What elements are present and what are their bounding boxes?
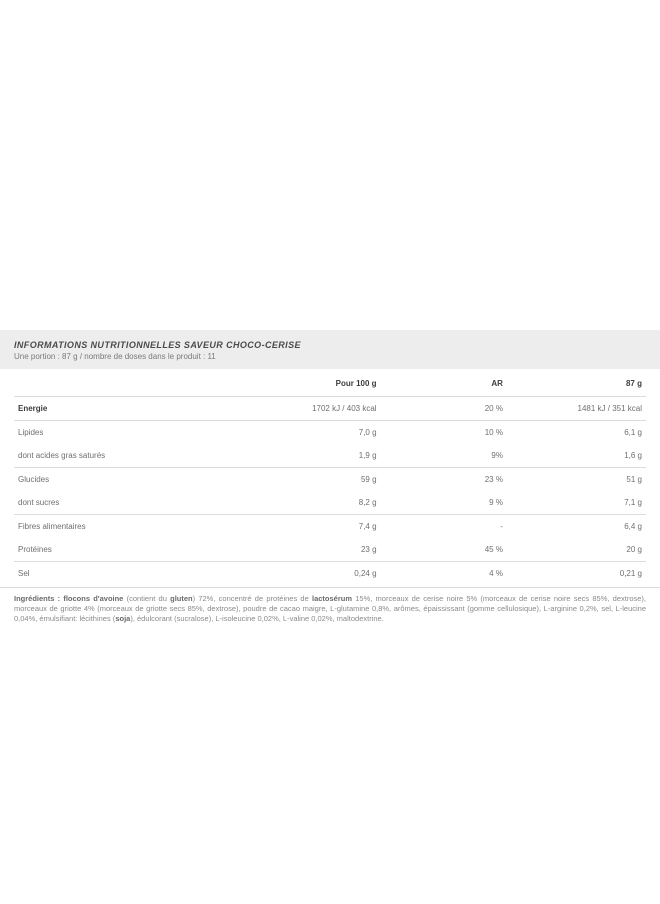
row-ar: 45 % (381, 538, 507, 562)
row-label: Protéines (14, 538, 242, 562)
table-row: Protéines23 g45 %20 g (14, 538, 646, 562)
nutrition-table: Pour 100 g AR 87 g Energie1702 kJ / 403 … (14, 369, 646, 585)
row-per100: 0,24 g (242, 562, 381, 586)
row-ar: - (381, 515, 507, 539)
row-per100: 7,4 g (242, 515, 381, 539)
top-whitespace (0, 0, 660, 330)
row-label: Fibres alimentaires (14, 515, 242, 539)
row-ar: 9 % (381, 491, 507, 515)
ingredients-section: Ingrédients : flocons d'avoine (contient… (0, 587, 660, 624)
nutrition-subtitle: Une portion : 87 g / nombre de doses dan… (14, 352, 646, 361)
table-row: Lipides7,0 g10 %6,1 g (14, 421, 646, 445)
nutrition-header: INFORMATIONS NUTRITIONNELLES SAVEUR CHOC… (0, 330, 660, 369)
allergen-gluten: gluten (170, 594, 193, 603)
table-row: Energie1702 kJ / 403 kcal20 %1481 kJ / 3… (14, 397, 646, 421)
allergen-soja: soja (115, 614, 130, 623)
row-per100: 1702 kJ / 403 kcal (242, 397, 381, 421)
table-header-row: Pour 100 g AR 87 g (14, 369, 646, 397)
nutrition-table-wrap: Pour 100 g AR 87 g Energie1702 kJ / 403 … (0, 369, 660, 585)
row-label: Sel (14, 562, 242, 586)
row-per87: 7,1 g (507, 491, 646, 515)
allergen-lactoserum: lactosérum (312, 594, 352, 603)
table-row: Sel0,24 g4 %0,21 g (14, 562, 646, 586)
col-header-ar: AR (381, 369, 507, 397)
row-per87: 51 g (507, 468, 646, 492)
col-header-per87: 87 g (507, 369, 646, 397)
row-ar: 20 % (381, 397, 507, 421)
row-per100: 7,0 g (242, 421, 381, 445)
table-row: Glucides59 g23 %51 g (14, 468, 646, 492)
row-label: Energie (14, 397, 242, 421)
row-label: dont sucres (14, 491, 242, 515)
ingredients-text: Ingrédients : flocons d'avoine (contient… (14, 594, 646, 624)
row-per87: 6,4 g (507, 515, 646, 539)
row-per87: 20 g (507, 538, 646, 562)
row-per100: 1,9 g (242, 444, 381, 468)
row-label: dont acides gras saturés (14, 444, 242, 468)
row-ar: 9% (381, 444, 507, 468)
nutrition-title: INFORMATIONS NUTRITIONNELLES SAVEUR CHOC… (14, 340, 646, 350)
row-ar: 4 % (381, 562, 507, 586)
table-row: dont sucres8,2 g9 %7,1 g (14, 491, 646, 515)
ingredients-lead: Ingrédients : flocons d'avoine (14, 594, 123, 603)
row-per100: 59 g (242, 468, 381, 492)
col-header-label (14, 369, 242, 397)
col-header-per100: Pour 100 g (242, 369, 381, 397)
row-per100: 23 g (242, 538, 381, 562)
row-per100: 8,2 g (242, 491, 381, 515)
row-per87: 1,6 g (507, 444, 646, 468)
row-ar: 23 % (381, 468, 507, 492)
row-per87: 1481 kJ / 351 kcal (507, 397, 646, 421)
table-row: dont acides gras saturés1,9 g9%1,6 g (14, 444, 646, 468)
nutrition-table-body: Energie1702 kJ / 403 kcal20 %1481 kJ / 3… (14, 397, 646, 586)
row-per87: 0,21 g (507, 562, 646, 586)
table-row: Fibres alimentaires7,4 g-6,4 g (14, 515, 646, 539)
row-ar: 10 % (381, 421, 507, 445)
row-label: Glucides (14, 468, 242, 492)
row-label: Lipides (14, 421, 242, 445)
row-per87: 6,1 g (507, 421, 646, 445)
